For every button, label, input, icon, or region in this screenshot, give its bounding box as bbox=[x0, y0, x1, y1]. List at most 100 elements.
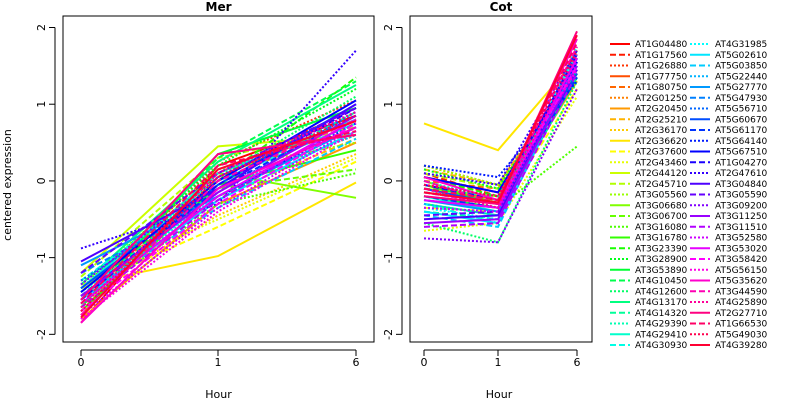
legend-label: AT5G27770 bbox=[715, 83, 768, 93]
legend-label: AT4G31985 bbox=[715, 40, 767, 50]
panel-title: Mer bbox=[206, 0, 232, 14]
legend-label: AT3G06700 bbox=[635, 212, 688, 222]
legend-item: AT3G52580 bbox=[690, 234, 768, 244]
legend-item: AT3G05560 bbox=[610, 191, 688, 201]
legend-item: AT2G43460 bbox=[610, 158, 688, 168]
legend-item: AT5G60670 bbox=[690, 115, 768, 125]
legend-item: AT5G49030 bbox=[690, 330, 768, 340]
series-line-AT1G66530 bbox=[80, 130, 357, 305]
legend-label: AT2G25210 bbox=[635, 115, 688, 125]
legend-item: AT4G29410 bbox=[610, 330, 688, 340]
x-tick-label: 0 bbox=[78, 356, 85, 369]
legend-item: AT3G53890 bbox=[610, 266, 688, 276]
legend-item: AT3G23390 bbox=[610, 244, 688, 254]
series-line-AT5G56150 bbox=[80, 130, 357, 320]
legend-label: AT3G52580 bbox=[715, 234, 768, 244]
legend-label: AT5G64140 bbox=[715, 137, 768, 147]
legend-label: AT4G39280 bbox=[715, 341, 768, 351]
legend-item: AT1G80750 bbox=[610, 83, 688, 93]
series-line-AT3G11510 bbox=[423, 73, 578, 228]
legend-item: AT3G16080 bbox=[610, 223, 688, 233]
y-axis-title: centered expression bbox=[1, 129, 14, 241]
legend-item: AT2G36620 bbox=[610, 137, 688, 147]
y-tick-label: 0 bbox=[382, 177, 395, 184]
legend-item: AT3G16780 bbox=[610, 234, 688, 244]
legend-label: AT3G23390 bbox=[635, 244, 688, 254]
legend-label: AT2G27710 bbox=[715, 309, 768, 319]
panel-cot: Cot 0 1 6 Hour -2 -1 0 1 2 bbox=[382, 0, 593, 400]
legend-item: AT3G06680 bbox=[610, 201, 688, 211]
legend-label: AT2G43460 bbox=[635, 158, 688, 168]
legend-label: AT1G04270 bbox=[715, 158, 768, 168]
y-tick-label: 1 bbox=[35, 101, 48, 108]
legend-item: AT2G27710 bbox=[690, 309, 768, 319]
legend-item: AT5G27770 bbox=[690, 83, 768, 93]
x-tick-label: 6 bbox=[353, 356, 360, 369]
legend-item: AT5G67510 bbox=[690, 148, 768, 158]
legend-item: AT2G44120 bbox=[610, 169, 688, 179]
legend-item: AT3G28900 bbox=[610, 255, 688, 265]
legend-item: AT1G04480 bbox=[610, 40, 688, 50]
legend-item: AT3G11510 bbox=[690, 223, 768, 233]
legend-item: AT4G10450 bbox=[610, 277, 688, 287]
legend-label: AT3G05590 bbox=[715, 191, 768, 201]
legend-item: AT1G77750 bbox=[610, 72, 688, 82]
series-lines bbox=[80, 49, 357, 324]
series-line-AT4G12600 bbox=[80, 95, 357, 293]
series-line-AT2G47610 bbox=[423, 49, 578, 186]
legend-label: AT3G16080 bbox=[635, 223, 688, 233]
legend-item: AT4G30930 bbox=[610, 341, 688, 351]
series-line-AT4G39280 bbox=[80, 120, 357, 319]
legend-item: AT3G09200 bbox=[690, 201, 768, 211]
panels: Mer 0 1 6 Hour -2 -1 0 1 2 Cot 0 1 6 Hour -2 -1 0 1 2 bbox=[35, 0, 593, 400]
series-line-AT3G09200 bbox=[423, 88, 578, 244]
legend-label: AT3G11250 bbox=[715, 212, 768, 222]
legend-label: AT3G16780 bbox=[635, 234, 688, 244]
x-tick-label: 1 bbox=[215, 356, 222, 369]
legend-item: AT3G44590 bbox=[690, 287, 768, 297]
legend-item: AT3G53020 bbox=[690, 244, 768, 254]
legend-item: AT2G36170 bbox=[610, 126, 688, 136]
series-line-AT3G05560 bbox=[423, 80, 578, 186]
legend-label: AT3G53020 bbox=[715, 244, 768, 254]
legend-label: AT3G04840 bbox=[715, 180, 768, 190]
legend-item: AT1G66530 bbox=[690, 320, 768, 330]
legend-label: AT4G25890 bbox=[715, 298, 768, 308]
legend-item: AT2G45710 bbox=[610, 180, 688, 190]
series-line-AT3G52580 bbox=[423, 61, 578, 213]
legend-label: AT4G12600 bbox=[635, 287, 688, 297]
x-tick-label: 1 bbox=[495, 356, 502, 369]
series-line-AT4G13170 bbox=[80, 84, 357, 286]
legend-item: AT3G06700 bbox=[610, 212, 688, 222]
y-tick-label: -2 bbox=[382, 329, 395, 340]
series-line-AT3G58420 bbox=[80, 122, 357, 313]
y-tick-label: 1 bbox=[382, 101, 395, 108]
legend-item: AT1G04270 bbox=[690, 158, 768, 168]
series-lines bbox=[423, 30, 578, 244]
legend-item: AT2G37600 bbox=[610, 148, 688, 158]
legend-label: AT3G11510 bbox=[715, 223, 768, 233]
panel-mer: Mer 0 1 6 Hour -2 -1 0 1 2 bbox=[35, 0, 375, 400]
legend-item: AT2G20450 bbox=[610, 105, 688, 115]
legend-label: AT1G26880 bbox=[635, 62, 688, 72]
legend-label: AT5G61170 bbox=[715, 126, 768, 136]
legend-label: AT5G22440 bbox=[715, 72, 768, 82]
legend-item: AT4G14320 bbox=[610, 309, 688, 319]
legend-label: AT5G47930 bbox=[715, 94, 768, 104]
legend-label: AT3G44590 bbox=[715, 287, 768, 297]
series-line-AT4G12600 bbox=[423, 80, 578, 244]
legend-label: AT5G56710 bbox=[715, 105, 768, 115]
legend-item: AT3G58420 bbox=[690, 255, 768, 265]
legend-label: AT1G66530 bbox=[715, 320, 768, 330]
legend-label: AT3G06680 bbox=[635, 201, 688, 211]
legend-item: AT5G56710 bbox=[690, 105, 768, 115]
y-tick-label: -2 bbox=[35, 329, 48, 340]
series-line-AT4G39280 bbox=[423, 34, 578, 204]
series-line-AT3G05560 bbox=[80, 141, 357, 286]
legend-item: AT3G04840 bbox=[690, 180, 768, 190]
legend-item: AT2G47610 bbox=[690, 169, 768, 179]
legend-item: AT5G61170 bbox=[690, 126, 768, 136]
legend-label: AT2G37600 bbox=[635, 148, 688, 158]
panel-title: Cot bbox=[490, 0, 513, 14]
